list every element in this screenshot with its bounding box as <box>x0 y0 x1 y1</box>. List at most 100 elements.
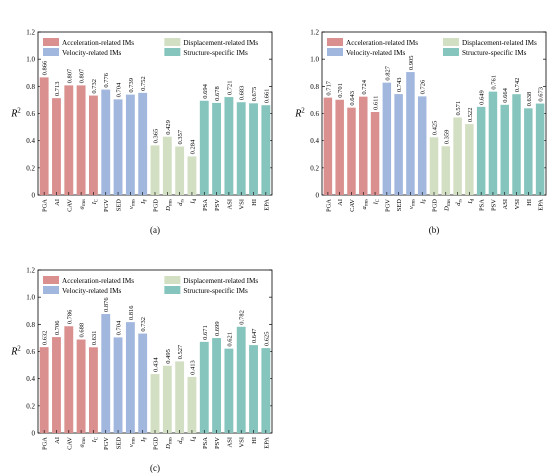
y-tick-label: 0.4 <box>310 137 319 145</box>
x-tick-label-sub: rms <box>447 199 452 206</box>
y-tick-label: 0.6 <box>26 348 35 356</box>
x-tick-label: vrms <box>128 199 137 209</box>
x-tick-label-main: v <box>128 206 135 209</box>
chart-panel-3: 0 0.2 0.4 0.6 0.8 1.0 1.2 R2 0.632 PGA 0.706 AI 0.78… <box>10 267 273 473</box>
bar-value-label: 0.726 <box>420 79 427 94</box>
bar-14 <box>199 341 209 433</box>
bar-18 <box>249 103 258 195</box>
x-tick-label-main: HI <box>251 437 258 444</box>
y-axis-label: R2 <box>10 345 21 358</box>
bar-13 <box>187 376 197 433</box>
x-tick-label: IC <box>373 199 382 205</box>
x-tick-label-main: PGV <box>384 199 391 212</box>
y-tick-label: 1.2 <box>26 29 35 37</box>
x-tick-label-main: I <box>373 201 380 205</box>
legend: Acceleration-related IMs Displacement-rel… <box>43 276 258 295</box>
x-tick-label: ASI <box>502 199 509 209</box>
bar-value-label: 0.776 <box>103 72 110 87</box>
x-tick-label: PGV <box>103 199 110 212</box>
panel-label: (a) <box>150 225 160 235</box>
x-tick-label: VSI <box>239 437 246 447</box>
legend-label: Velocity-related IMs <box>346 49 405 57</box>
x-tick-label-main: I <box>189 201 196 205</box>
x-tick-label-main: PGV <box>103 199 110 212</box>
y-tick-label: 0.2 <box>26 402 35 410</box>
x-tick-label-main: PGD <box>432 199 439 212</box>
x-tick-label: arms <box>361 199 370 210</box>
legend-label: Acceleration-related IMs <box>62 39 134 47</box>
bar-11 <box>441 146 451 195</box>
x-tick-label-sub: rms <box>168 199 173 206</box>
bar-16 <box>224 348 234 433</box>
x-tick-label: HI <box>251 437 258 444</box>
x-tick-label: PSV <box>490 199 497 211</box>
bar-value-label: 0.661 <box>263 89 270 104</box>
bar-8 <box>125 322 135 433</box>
x-tick-label: Drms <box>165 437 174 450</box>
bar-value-label: 0.284 <box>189 139 196 154</box>
y-tick-label: 0.2 <box>26 164 35 172</box>
y-tick-label: 1.2 <box>26 267 35 275</box>
x-tick-label: PSA <box>202 199 209 211</box>
x-tick-label: IC <box>91 437 100 443</box>
bar-10 <box>150 374 160 433</box>
x-tick-label-main: v <box>408 206 415 209</box>
bar-value-label: 0.621 <box>226 332 233 347</box>
legend-swatch <box>442 48 459 56</box>
bar-value-label: 0.876 <box>103 297 110 312</box>
bar-5 <box>370 112 380 195</box>
x-tick-label: Id <box>189 198 198 204</box>
x-tick-label: EPA <box>263 437 270 449</box>
bar-value-label: 0.732 <box>91 79 98 94</box>
bar-3 <box>347 107 356 195</box>
x-tick-label-sub: F <box>423 199 428 202</box>
bar-17 <box>236 102 246 195</box>
bar-value-label: 0.752 <box>140 76 147 91</box>
x-tick-label: Drms <box>443 199 452 212</box>
x-tick-label-main: I <box>189 439 196 443</box>
y-axis-label-base: R <box>10 347 17 358</box>
bar-15 <box>212 338 222 433</box>
bar-value-label: 0.643 <box>349 91 356 106</box>
x-tick-label: SED <box>116 437 123 450</box>
bar-4 <box>359 96 368 195</box>
x-tick-label: PGA <box>42 199 49 212</box>
bar-1 <box>323 97 333 195</box>
x-tick-label: drs <box>177 199 186 206</box>
x-tick-label: arms <box>79 437 88 448</box>
x-tick-label: arms <box>79 199 88 210</box>
legend-label: Velocity-related IMs <box>62 287 121 295</box>
x-tick-label-main: v <box>128 444 135 447</box>
x-tick-label-main: AI <box>337 199 344 206</box>
bar-13 <box>465 124 474 195</box>
legend: Acceleration-related IMs Displacement-rel… <box>327 38 537 57</box>
y-tick-label: 0.4 <box>26 137 35 145</box>
chart-panel-2: 0 0.2 0.4 0.6 0.8 1.0 1.2 R2 0.717 PGA 0.701 AI 0.64… <box>294 29 547 235</box>
x-tick-label-main: a <box>361 206 368 209</box>
legend-swatch <box>327 48 343 56</box>
bar-value-label: 0.732 <box>140 317 147 332</box>
bar-9 <box>138 92 148 195</box>
bar-value-label: 0.717 <box>325 80 332 95</box>
x-tick-label: drs <box>177 437 186 444</box>
bar-value-label: 0.724 <box>361 79 368 94</box>
chart-panel-1: 0 0.2 0.4 0.6 0.8 1.0 1.2 R2 0.866 PGA 0.713 AI 0.80… <box>10 29 273 235</box>
bar-value-label: 0.675 <box>251 87 258 102</box>
bar-value-label: 0.786 <box>66 309 73 324</box>
x-tick-label: IF <box>140 199 149 205</box>
bar-value-label: 0.699 <box>214 321 221 336</box>
x-tick-label: PGA <box>325 199 332 212</box>
bar-value-label: 0.571 <box>455 101 462 116</box>
legend-swatch <box>43 38 59 46</box>
x-tick-label-main: PGD <box>153 199 160 212</box>
bar-9 <box>417 96 427 195</box>
y-tick-label: 0 <box>32 192 36 200</box>
x-tick-label-main: D <box>443 206 450 212</box>
x-tick-label-main: HI <box>526 199 533 206</box>
x-tick-label-main: I <box>91 201 98 205</box>
x-tick-label: IC <box>91 199 100 205</box>
legend-label: Structure-specific IMs <box>183 287 248 295</box>
bar-value-label: 0.664 <box>502 87 509 102</box>
legend-label: Displacement-related IMs <box>183 39 258 47</box>
y-tick-label: 1.2 <box>310 29 319 37</box>
